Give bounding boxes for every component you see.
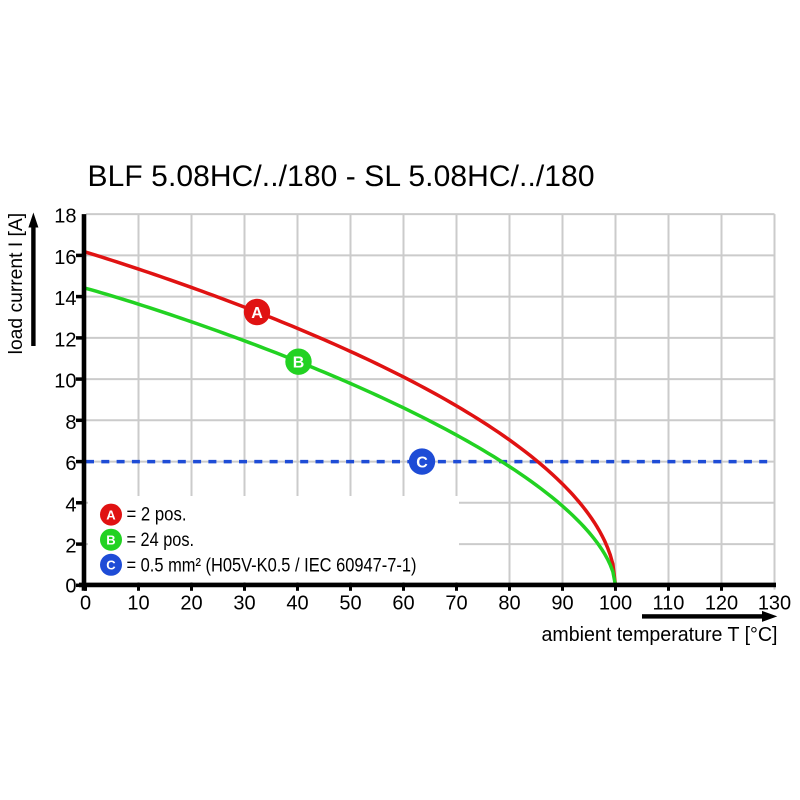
svg-text:B: B <box>293 355 305 372</box>
svg-text:A: A <box>251 305 263 322</box>
svg-text:20: 20 <box>180 593 202 615</box>
svg-text:110: 110 <box>653 593 685 615</box>
svg-text:10: 10 <box>127 593 149 615</box>
svg-text:A: A <box>106 507 116 522</box>
svg-text:80: 80 <box>498 593 520 615</box>
svg-text:16: 16 <box>54 247 76 269</box>
svg-text:8: 8 <box>65 412 76 434</box>
svg-text:130: 130 <box>758 593 791 615</box>
svg-text:120: 120 <box>705 593 738 615</box>
svg-text:B: B <box>106 532 115 547</box>
svg-text:40: 40 <box>286 593 308 615</box>
svg-text:C: C <box>106 558 116 573</box>
svg-text:0: 0 <box>65 575 76 597</box>
svg-text:60: 60 <box>392 593 414 615</box>
svg-text:70: 70 <box>445 593 467 615</box>
svg-text:6: 6 <box>65 453 76 475</box>
svg-text:0: 0 <box>80 593 91 615</box>
svg-text:= 2 pos.: = 2 pos. <box>127 505 187 526</box>
svg-text:ambient temperature T [°C]: ambient temperature T [°C] <box>542 624 778 646</box>
svg-text:load current I [A]: load current I [A] <box>6 213 27 354</box>
svg-text:12: 12 <box>54 329 76 351</box>
svg-text:= 0.5 mm² (H05V-K0.5 / IEC 609: = 0.5 mm² (H05V-K0.5 / IEC 60947-7-1) <box>127 555 417 576</box>
svg-text:2: 2 <box>65 536 76 558</box>
svg-text:4: 4 <box>65 494 76 516</box>
svg-text:100: 100 <box>599 593 632 615</box>
svg-text:10: 10 <box>54 371 76 393</box>
svg-text:C: C <box>416 454 428 471</box>
svg-text:14: 14 <box>54 288 76 310</box>
svg-text:30: 30 <box>233 593 255 615</box>
svg-text:18: 18 <box>54 206 76 228</box>
svg-text:50: 50 <box>339 593 361 615</box>
svg-text:90: 90 <box>551 593 573 615</box>
svg-text:= 24 pos.: = 24 pos. <box>127 530 195 551</box>
svg-text:BLF 5.08HC/../180 - SL 5.08HC/: BLF 5.08HC/../180 - SL 5.08HC/../180 <box>88 160 595 193</box>
